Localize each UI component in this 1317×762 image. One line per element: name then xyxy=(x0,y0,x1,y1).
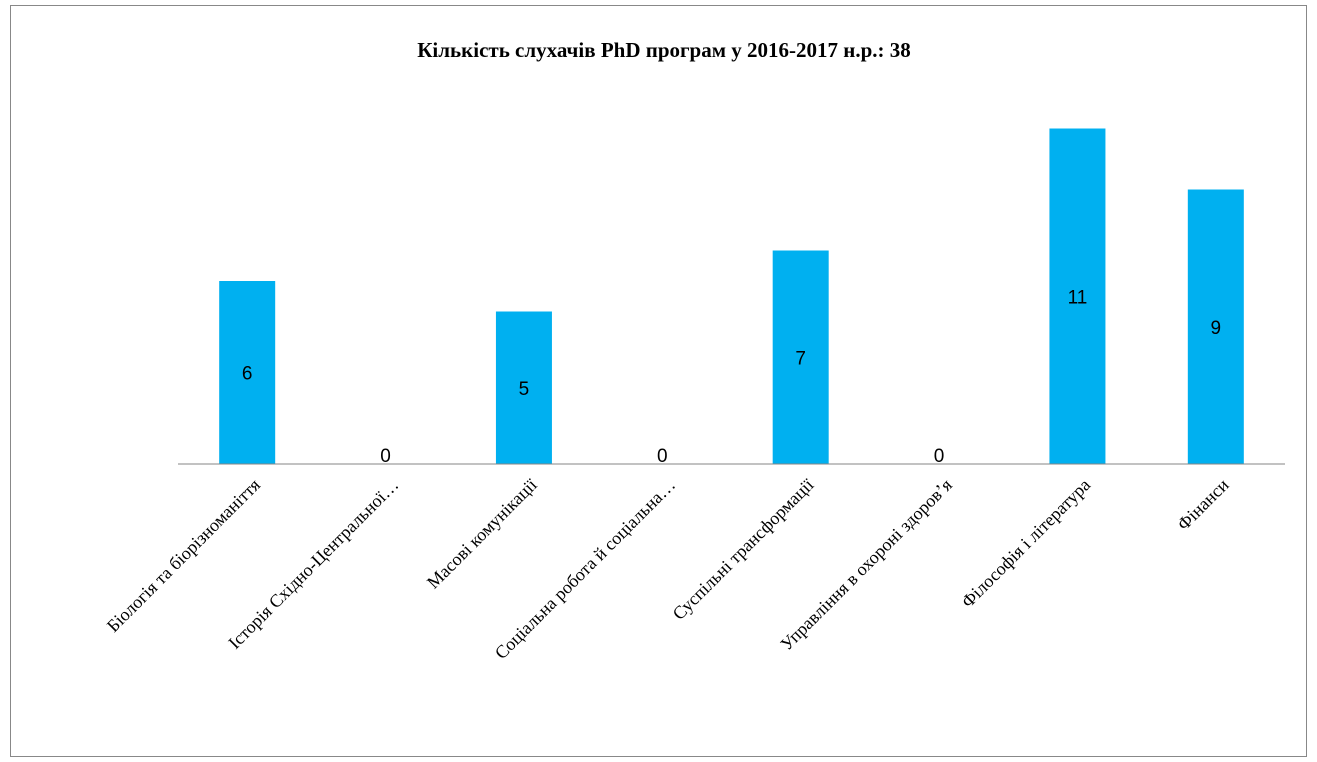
bar xyxy=(1049,128,1106,464)
bar xyxy=(495,311,552,464)
bar xyxy=(772,250,829,464)
data-label: 0 xyxy=(934,446,945,467)
data-label: 7 xyxy=(795,348,806,369)
data-label: 11 xyxy=(1068,287,1088,308)
data-label: 0 xyxy=(657,446,668,467)
data-label: 5 xyxy=(519,379,530,400)
bar xyxy=(1187,189,1244,464)
chart-title: Кількість слухачів PhD програм у 2016-20… xyxy=(417,38,911,62)
chart-frame xyxy=(10,5,1307,757)
data-label: 0 xyxy=(380,446,391,467)
bar xyxy=(219,281,276,464)
data-label: 9 xyxy=(1211,318,1222,339)
data-label: 6 xyxy=(242,364,253,385)
